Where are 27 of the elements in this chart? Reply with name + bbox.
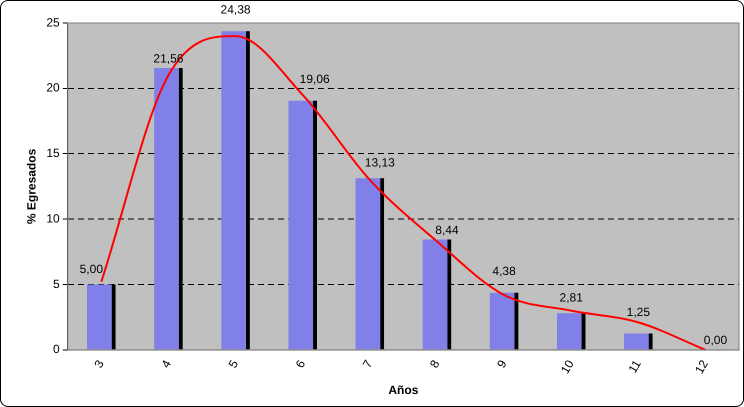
data-label: 5,00: [80, 262, 104, 276]
y-tick-label: 15: [46, 146, 60, 160]
data-label: 4,38: [492, 264, 516, 278]
x-tick-label: 12: [692, 357, 712, 376]
x-tick-label: 5: [226, 357, 242, 370]
data-label: 19,06: [300, 72, 330, 86]
x-tick-label: 4: [158, 357, 174, 370]
data-label: 24,38: [220, 2, 251, 16]
y-tick-label: 0: [53, 342, 60, 356]
x-tick-label: 7: [360, 357, 376, 370]
y-tick-label: 10: [46, 211, 60, 226]
data-label: 1,25: [626, 304, 650, 319]
x-tick-label: 6: [292, 357, 308, 370]
data-label: 2,81: [560, 290, 584, 304]
y-axis-title: % Egresados: [24, 148, 39, 224]
data-label: 13,13: [364, 155, 396, 170]
y-tick-label: 5: [53, 276, 60, 291]
x-tick-label: 9: [494, 357, 510, 370]
data-label: 8,44: [435, 222, 459, 237]
x-axis-title: Años: [388, 383, 419, 398]
y-tick-label: 25: [46, 15, 60, 30]
data-label: 0,00: [704, 333, 728, 348]
x-tick-label: 10: [558, 357, 577, 376]
x-tick-label: 11: [625, 357, 644, 376]
y-tick-label: 20: [46, 80, 60, 95]
x-tick-label: 3: [91, 357, 107, 370]
x-tick-label: 8: [426, 357, 443, 370]
